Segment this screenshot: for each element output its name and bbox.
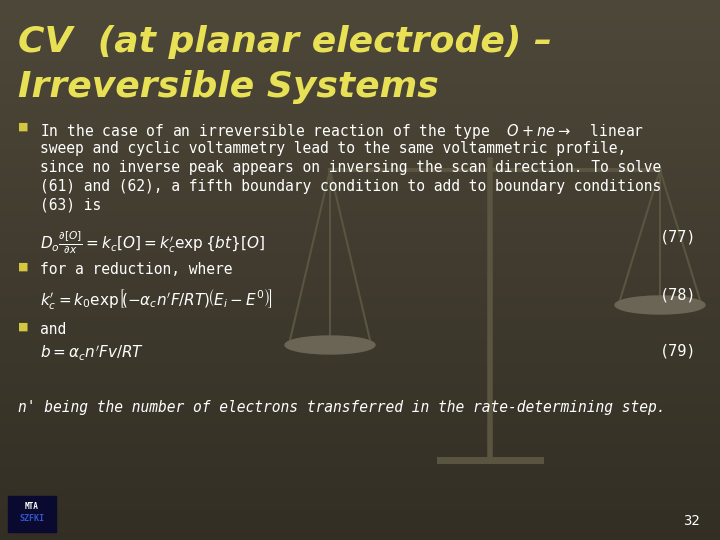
Bar <box>8 496 56 532</box>
Text: ■: ■ <box>18 262 29 272</box>
Text: (61) and (62), a fifth boundary condition to add to boundary conditions: (61) and (62), a fifth boundary conditio… <box>40 179 661 194</box>
Text: In the case of an irreversible reaction of the type  $O + ne \rightarrow$  linea: In the case of an irreversible reaction … <box>40 122 644 141</box>
Text: MTA: MTA <box>25 502 39 511</box>
Text: ■: ■ <box>18 122 29 132</box>
Ellipse shape <box>615 296 705 314</box>
Text: 32: 32 <box>683 514 700 528</box>
Text: Irreversible Systems: Irreversible Systems <box>18 70 438 104</box>
Text: n' being the number of electrons transferred in the rate-determining step.: n' being the number of electrons transfe… <box>18 400 665 415</box>
Text: SZFKI: SZFKI <box>19 514 45 523</box>
Text: (63) is: (63) is <box>40 198 102 213</box>
Text: ■: ■ <box>18 322 29 332</box>
Text: $b = \alpha_c n'Fv/RT$: $b = \alpha_c n'Fv/RT$ <box>40 344 144 363</box>
Text: sweep and cyclic voltammetry lead to the same voltammetric profile,: sweep and cyclic voltammetry lead to the… <box>40 141 626 156</box>
Text: CV  (at planar electrode) –: CV (at planar electrode) – <box>18 25 552 59</box>
Text: (77): (77) <box>660 230 696 245</box>
Text: for a reduction, where: for a reduction, where <box>40 262 233 277</box>
Ellipse shape <box>285 336 375 354</box>
Text: and: and <box>40 322 66 337</box>
Text: (78): (78) <box>660 288 696 303</box>
Text: $D_o \frac{\partial[O]}{\partial x} = k_c[O] = k_c' \exp\{bt\}[O]$: $D_o \frac{\partial[O]}{\partial x} = k_… <box>40 230 265 256</box>
Text: (79): (79) <box>660 344 696 359</box>
Text: $k_c' = k_0 \exp\!\left[\!\left(-\alpha_c n'F/RT\right)\!\left(E_i - E^0\right)\: $k_c' = k_0 \exp\!\left[\!\left(-\alpha_… <box>40 288 273 313</box>
Text: since no inverse peak appears on inversing the scan direction. To solve: since no inverse peak appears on inversi… <box>40 160 661 175</box>
